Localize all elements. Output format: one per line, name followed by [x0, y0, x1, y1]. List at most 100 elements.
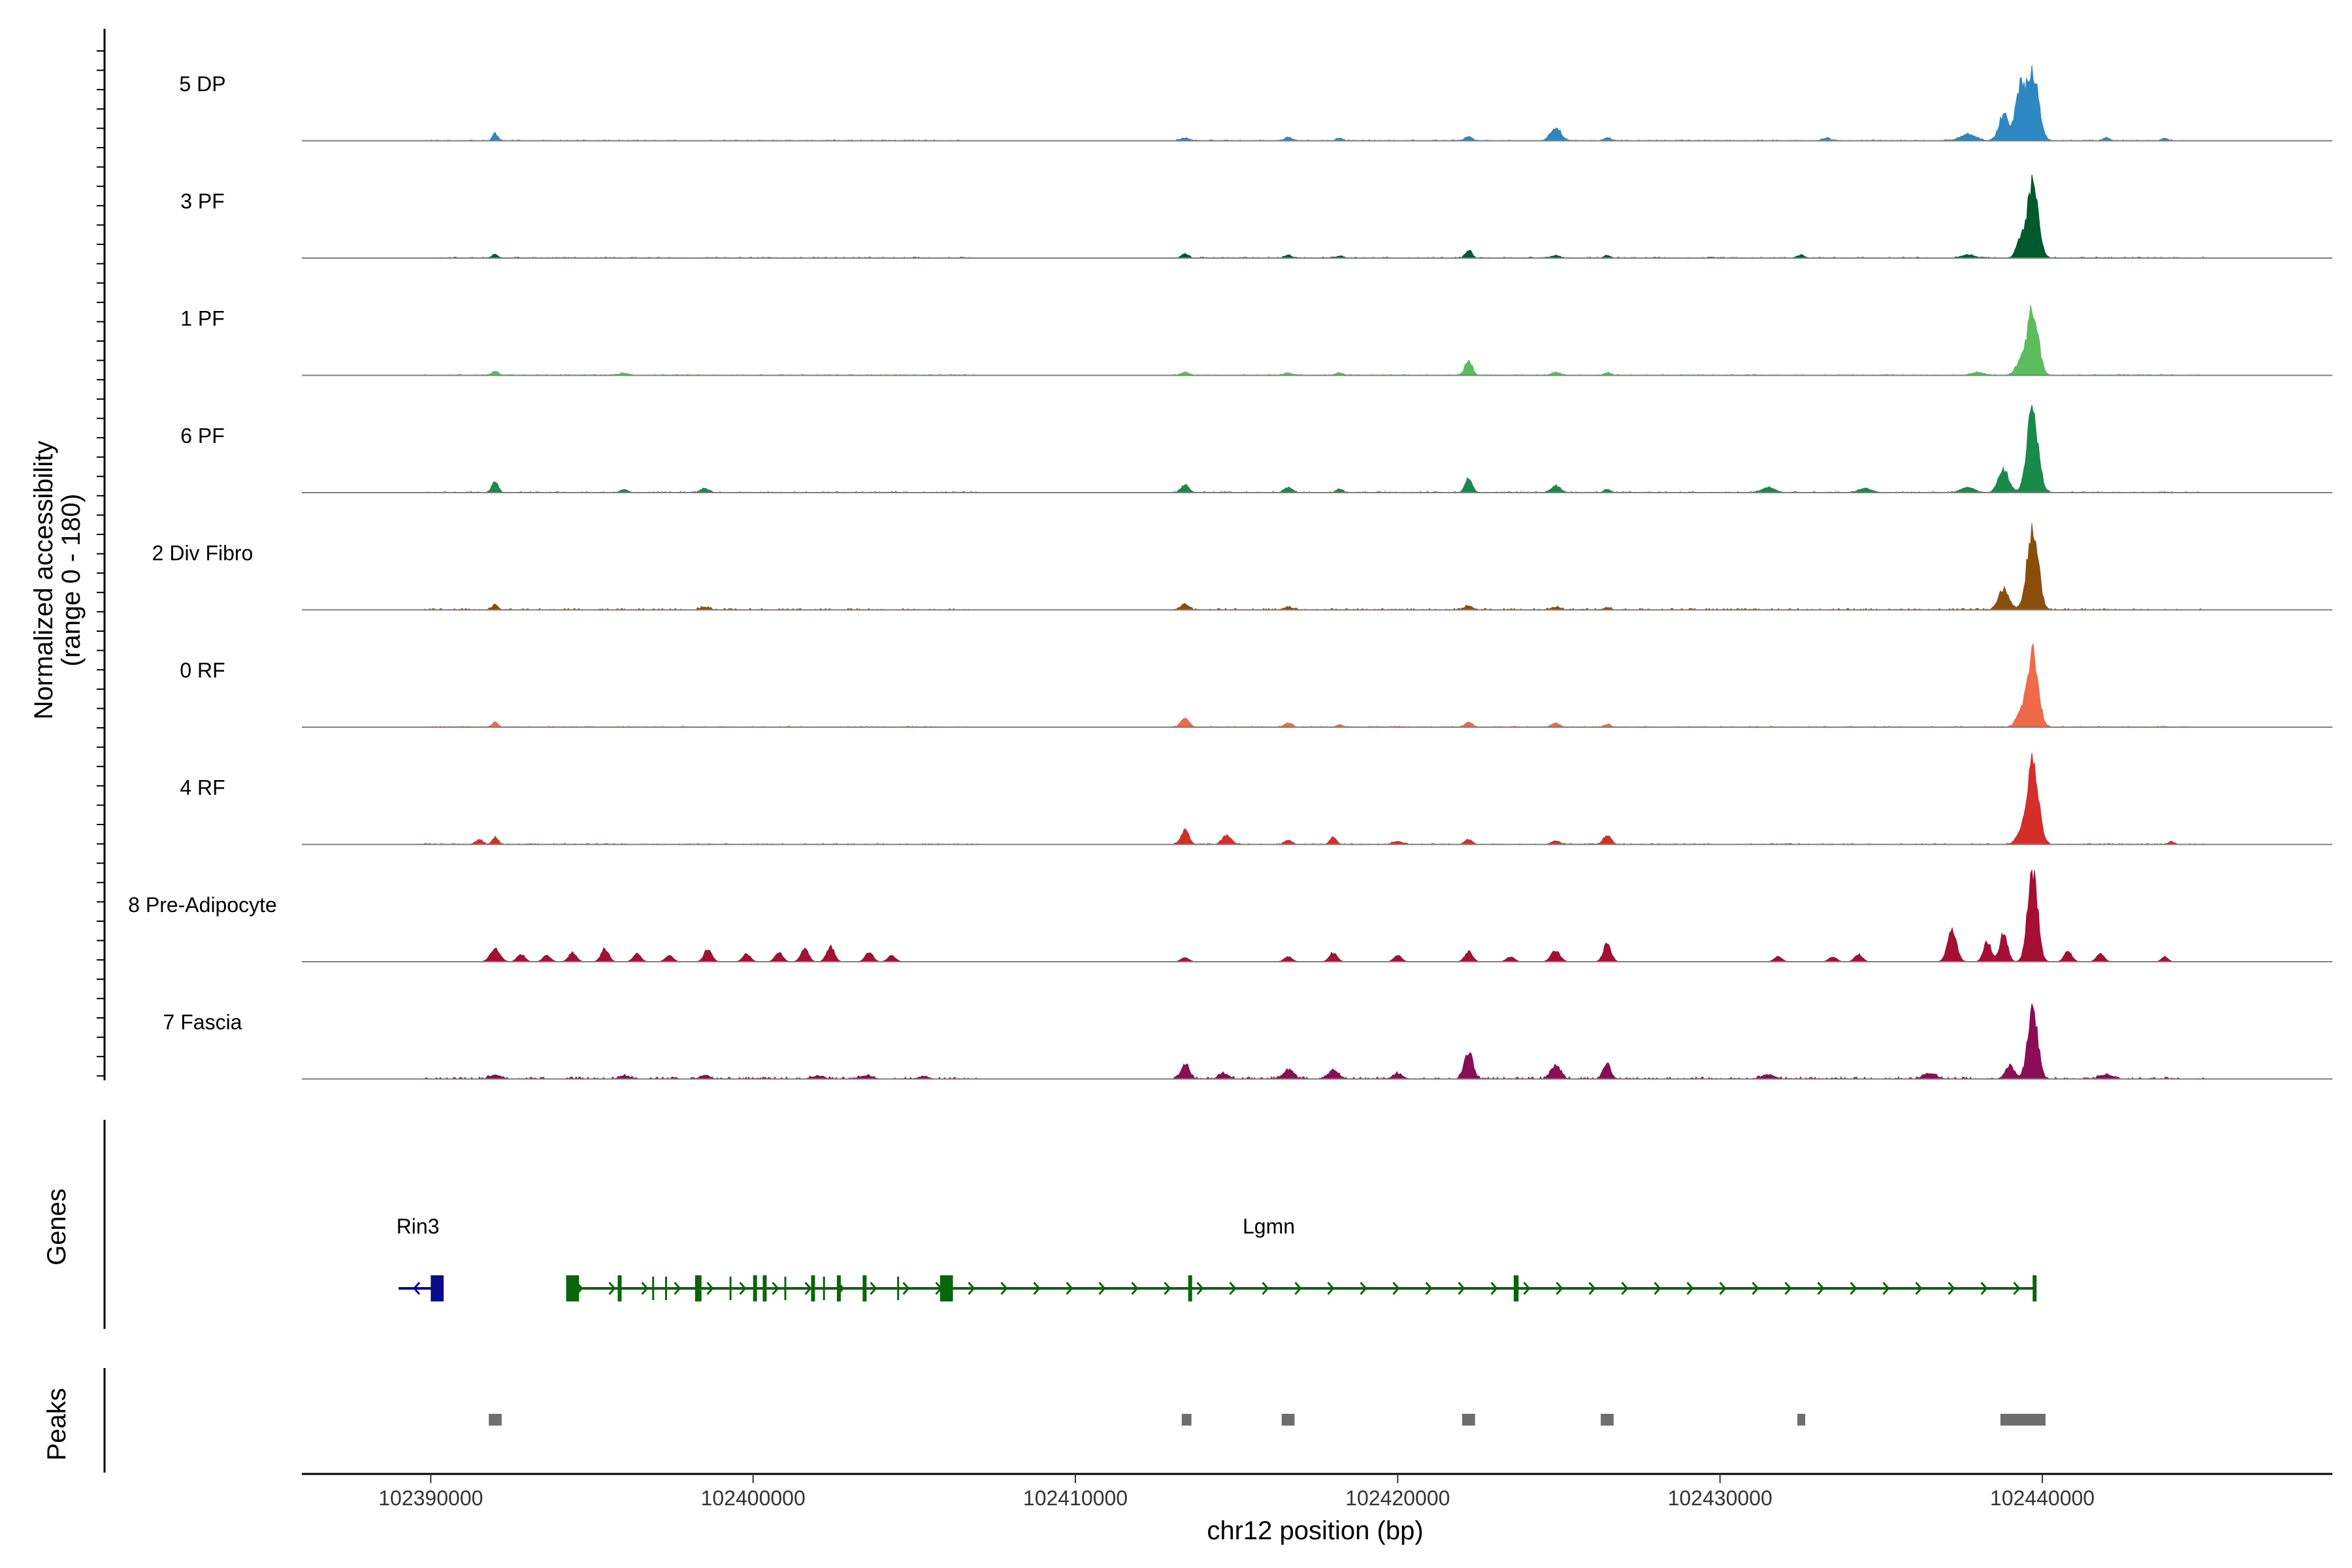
strand-arrow — [1294, 1282, 1302, 1295]
coverage-area — [399, 304, 2262, 376]
peak-region — [2000, 1414, 2046, 1426]
gene-exon — [762, 1275, 767, 1301]
strand-arrow — [739, 1282, 747, 1295]
gene-rin3 — [399, 1275, 444, 1301]
strand-arrow — [1850, 1282, 1857, 1295]
peak-region — [1281, 1414, 1295, 1426]
strand-arrow — [1556, 1282, 1563, 1295]
track-label: 5 DP — [179, 73, 225, 96]
gene-exon — [694, 1275, 702, 1301]
x-axis-title: chr12 position (bp) — [1207, 1516, 1423, 1545]
x-tick-label: 102390000 — [378, 1486, 483, 1510]
peak-region — [489, 1414, 502, 1426]
strand-arrow — [1000, 1282, 1008, 1295]
track-3-pf: 3 PF — [180, 174, 2332, 259]
gene-label: Rin3 — [397, 1215, 440, 1238]
strand-arrow — [674, 1282, 681, 1295]
gene-label: Lgmn — [1243, 1215, 1295, 1238]
track-0-rf: 0 RF — [180, 643, 2332, 728]
track-1-pf: 1 PF — [180, 304, 2332, 376]
track-4-rf: 4 RF — [180, 753, 2332, 845]
strand-arrow — [1229, 1282, 1237, 1295]
track-label: 3 PF — [180, 189, 225, 213]
coverage-area — [399, 869, 2262, 962]
track-8-pre-adipocyte: 8 Pre-Adipocyte — [128, 869, 2332, 962]
coverage-area — [399, 753, 2262, 845]
strand-arrow — [1915, 1282, 1923, 1295]
coverage-area — [399, 174, 2262, 259]
gene-exon — [753, 1275, 757, 1301]
strand-arrow — [1948, 1282, 1955, 1295]
strand-arrow — [1131, 1282, 1139, 1295]
gene-exon — [1513, 1275, 1519, 1301]
peak-region — [1181, 1414, 1192, 1426]
x-tick-label: 102420000 — [1345, 1486, 1450, 1510]
track-label: 1 PF — [180, 307, 225, 331]
peak-panel — [103, 1368, 2046, 1473]
strand-arrow — [1882, 1282, 1890, 1295]
peak-region — [1462, 1414, 1475, 1426]
strand-arrow — [1980, 1282, 1988, 1295]
coverage-area — [399, 65, 2262, 142]
gene-exon — [2033, 1275, 2037, 1301]
strand-arrow — [1360, 1282, 1367, 1295]
strand-arrow — [1425, 1282, 1433, 1295]
coverage-tracks: 5 DP 3 PF 1 PF 6 PF 2 Div Fibro 0 RF 4 RF 8 Pre… — [97, 29, 2332, 1081]
track-label: 8 Pre-Adipocyte — [128, 893, 277, 917]
strand-arrow — [1164, 1282, 1171, 1295]
gene-exon — [1188, 1275, 1192, 1301]
peak-region — [1601, 1414, 1614, 1426]
strand-arrow — [1196, 1282, 1204, 1295]
strand-arrow — [772, 1282, 779, 1295]
x-tick-label: 102430000 — [1668, 1486, 1772, 1510]
x-tick-label: 102410000 — [1023, 1486, 1128, 1510]
coverage-area — [399, 1004, 2262, 1080]
strand-arrow — [1327, 1282, 1335, 1295]
track-6-pf: 6 PF — [180, 404, 2332, 493]
track-label: 7 Fascia — [163, 1011, 242, 1034]
gene-exon — [862, 1275, 867, 1301]
strand-arrow — [1817, 1282, 1825, 1295]
strand-arrow — [968, 1282, 975, 1295]
coverage-area — [399, 523, 2262, 611]
strand-arrow — [608, 1282, 616, 1295]
track-label: 0 RF — [180, 659, 225, 682]
y-axis-title-line2: (range 0 - 180) — [57, 494, 86, 667]
coverage-area — [399, 643, 2262, 728]
gene-exon — [617, 1275, 622, 1301]
strand-arrow — [1262, 1282, 1269, 1295]
gene-exon — [431, 1275, 444, 1301]
gene-exon — [836, 1275, 841, 1301]
gene-exon — [566, 1275, 580, 1301]
strand-arrow — [804, 1282, 812, 1295]
strand-arrow — [1523, 1282, 1531, 1295]
strand-arrow — [1752, 1282, 1759, 1295]
genes-panel-title: Genes — [42, 1188, 71, 1266]
track-7-fascia: 7 Fascia — [163, 1004, 2332, 1080]
gene-exon — [939, 1275, 953, 1301]
strand-arrow — [1033, 1282, 1041, 1295]
peak-region — [1797, 1414, 1806, 1426]
coverage-area — [399, 404, 2262, 493]
x-tick-label: 102400000 — [701, 1486, 806, 1510]
strand-arrow — [1098, 1282, 1106, 1295]
track-label: 2 Div Fibro — [152, 542, 253, 565]
strand-arrow — [641, 1282, 649, 1295]
strand-arrow — [1719, 1282, 1727, 1295]
track-label: 4 RF — [180, 776, 225, 800]
strand-arrow — [412, 1282, 421, 1295]
gene-lgmn — [566, 1275, 2037, 1301]
strand-arrow — [706, 1282, 714, 1295]
strand-arrow — [1066, 1282, 1073, 1295]
strand-arrow — [1654, 1282, 1661, 1295]
strand-arrow — [1392, 1282, 1400, 1295]
gene-exon — [811, 1275, 815, 1301]
x-axis: 102390000 102400000 102410000 102420000 1024… — [302, 1473, 2332, 1510]
peaks-panel-title: Peaks — [42, 1388, 71, 1460]
strand-arrow — [902, 1282, 910, 1295]
track-2-div-fibro: 2 Div Fibro — [152, 523, 2332, 611]
strand-arrow — [1588, 1282, 1596, 1295]
strand-arrow — [1686, 1282, 1694, 1295]
gene-panel: Rin3 Lgmn — [103, 1120, 2037, 1329]
